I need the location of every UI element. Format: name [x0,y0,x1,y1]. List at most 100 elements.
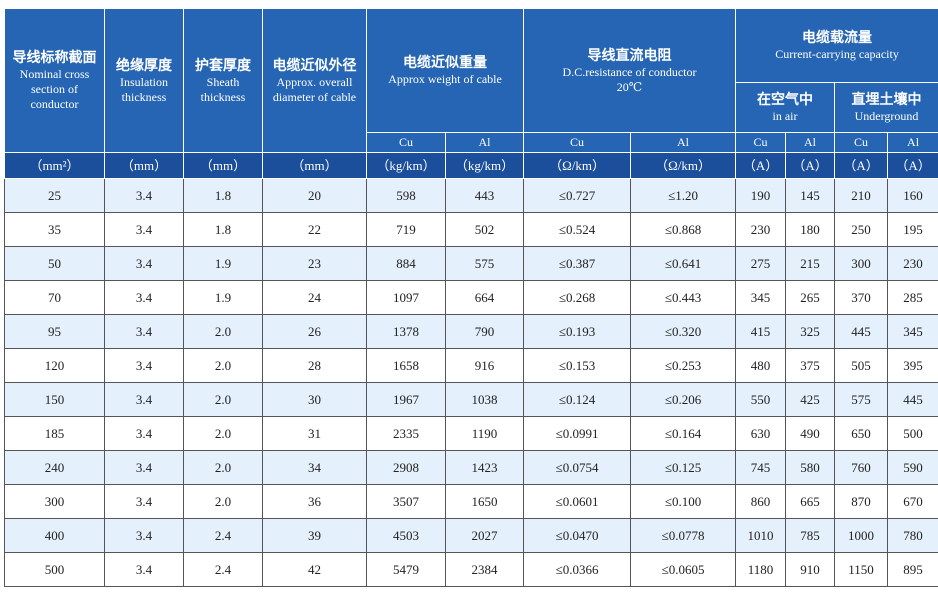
data-cell: 2.0 [183,348,263,383]
header-row: 在空气中 in air 直埋土壤中 Underground [5,82,938,133]
unit-cell: （mm） [104,152,184,179]
data-cell: 250 [834,212,889,247]
data-cell: 415 [735,314,787,349]
data-cell: 180 [785,212,836,247]
data-cell: 5479 [366,552,446,587]
data-cell: 670 [887,484,938,519]
data-cell: ≤0.0366 [523,552,632,587]
data-cell: 70 [4,280,105,315]
data-cell: 185 [4,416,105,451]
data-cell: 4503 [366,518,446,553]
data-cell: ≤0.0601 [523,484,632,519]
data-cell: 780 [887,518,938,553]
material-cell: Cu [366,132,446,153]
header-cell: 导线标称截面 Nominal cross section of conductor [4,8,105,153]
data-cell: 275 [735,246,787,281]
header-en: 20℃ [616,79,643,94]
data-cell: 370 [834,280,889,315]
data-cell: 375 [785,348,836,383]
data-cell: 160 [887,178,938,213]
data-cell: 3.4 [104,382,184,417]
data-cell: ≤0.124 [523,382,632,417]
data-cell: 395 [887,348,938,383]
units-row: （mm²） （mm） （mm） （mm） （kg/km） （kg/km） （Ω/km） （Ω/… [4,152,938,179]
data-cell: 445 [834,314,889,349]
data-cell: 1.9 [183,280,263,315]
data-cell: 26 [262,314,367,349]
data-cell: 870 [834,484,889,519]
header-en: Sheath thickness [200,74,246,104]
data-cell: 1967 [366,382,446,417]
data-cell: 2.0 [183,416,263,451]
data-cell: ≤0.727 [523,178,632,213]
data-row: 35 3.4 1.8 22 719 502 ≤0.524 ≤0.868 230 180 250 195 [4,212,938,247]
data-cell: 3507 [366,484,446,519]
data-cell: 1190 [444,416,525,451]
data-cell: 1038 [444,382,525,417]
data-cell: 2.4 [183,552,263,587]
data-cell: 300 [4,484,105,519]
header-row: 导线标称截面 Nominal cross section of conductor… [4,8,938,153]
data-cell: 3.4 [104,314,184,349]
header-en: Current-carrying capacity [775,47,899,61]
unit-cell: （A） [785,152,836,179]
header-cell: 电缆载流量 Current-carrying capacity [735,8,938,83]
header-zh: 在空气中 [757,92,814,108]
data-cell: ≤0.641 [630,246,737,281]
data-cell: 500 [4,552,105,587]
unit-cell: （mm） [262,152,367,179]
data-cell: 285 [887,280,938,315]
data-cell: ≤0.100 [630,484,737,519]
data-cell: 145 [785,178,836,213]
header-row: Cu Al Cu Al Cu Al Cu Al [5,132,938,153]
data-cell: 1423 [444,450,525,485]
data-cell: ≤0.387 [523,246,632,281]
data-row: 300 3.4 2.0 36 3507 1650 ≤0.0601 ≤0.100 860 665 87… [4,484,938,519]
data-cell: 31 [262,416,367,451]
data-cell: 34 [262,450,367,485]
data-cell: 664 [444,280,525,315]
unit-cell: （A） [735,152,787,179]
unit-cell: （Ω/km） [523,152,632,179]
data-cell: 550 [735,382,787,417]
data-cell: 20 [262,178,367,213]
header-cell: 直埋土壤中 Underground [834,82,938,133]
data-cell: 28 [262,348,367,383]
header-en: in air [772,109,798,123]
table-body: 25 3.4 1.8 20 598 443 ≤0.727 ≤1.20 190 145 210 160 3… [4,178,938,587]
data-row: 25 3.4 1.8 20 598 443 ≤0.727 ≤1.20 190 145 210 160 [4,178,938,213]
data-cell: 2.4 [183,518,263,553]
header-cell: 导线直流电阻 D.C.resistance of conductor 20℃ [523,8,737,133]
data-cell: 884 [366,246,446,281]
data-cell: 25 [4,178,105,213]
data-cell: ≤0.443 [630,280,737,315]
data-cell: 1150 [834,552,889,587]
data-cell: 575 [834,382,889,417]
data-cell: ≤0.0470 [523,518,632,553]
header-cell: 绝缘厚度 Insulation thickness [104,8,184,153]
data-row: 500 3.4 2.4 42 5479 2384 ≤0.0366 ≤0.0605 1180 910… [4,552,938,587]
data-cell: 1650 [444,484,525,519]
data-cell: 2908 [366,450,446,485]
data-cell: 345 [887,314,938,349]
data-cell: 445 [887,382,938,417]
data-cell: 24 [262,280,367,315]
data-cell: 630 [735,416,787,451]
data-cell: ≤0.0605 [630,552,737,587]
unit-cell: （A） [887,152,938,179]
data-cell: ≤0.0754 [523,450,632,485]
data-cell: 36 [262,484,367,519]
header-en: Nominal cross section of conductor [19,67,90,111]
material-cell: Al [887,132,938,153]
data-cell: ≤0.125 [630,450,737,485]
spec-table: 导线标称截面 Nominal cross section of conductor… [4,8,938,587]
data-cell: 120 [4,348,105,383]
header-zh: 直埋土壤中 [851,92,922,108]
data-cell: 42 [262,552,367,587]
data-cell: ≤0.253 [630,348,737,383]
data-cell: 3.4 [104,178,184,213]
unit-cell: （kg/km） [444,152,525,179]
data-cell: 3.4 [104,484,184,519]
data-cell: 35 [4,212,105,247]
data-cell: 2384 [444,552,525,587]
